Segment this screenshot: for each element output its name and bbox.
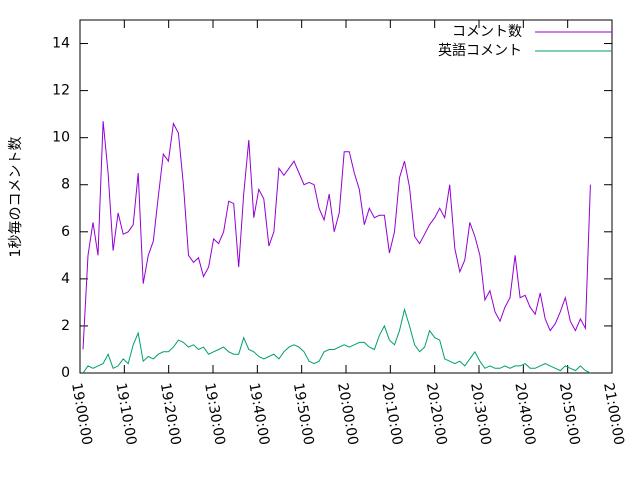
x-tick-label: 19:00:00: [68, 382, 95, 447]
y-tick-label: 14: [52, 36, 70, 52]
y-tick-label: 8: [61, 177, 70, 193]
x-tick-label: 20:10:00: [378, 382, 405, 447]
x-tick-label: 20:20:00: [423, 382, 450, 447]
series-line: [82, 121, 591, 350]
x-tick-label: 19:40:00: [245, 382, 272, 447]
x-tick-label: 21:00:00: [600, 382, 627, 447]
series-line: [82, 307, 591, 374]
x-tick-label: 20:30:00: [467, 382, 494, 447]
y-tick-label: 12: [52, 83, 70, 99]
y-tick-label: 0: [61, 365, 70, 381]
x-tick-label: 20:50:00: [556, 382, 583, 447]
y-tick-label: 4: [61, 271, 70, 287]
legend-label: コメント数: [452, 24, 522, 40]
plot-border: [79, 19, 613, 374]
x-tick-label: 19:20:00: [157, 382, 184, 447]
y-tick-label: 6: [61, 224, 70, 240]
x-tick-label: 20:40:00: [511, 382, 538, 447]
x-tick-label: 19:50:00: [290, 382, 317, 447]
y-axis-label: 1秒毎のコメント数: [8, 137, 24, 258]
legend-label: 英語コメント: [438, 42, 522, 59]
y-tick-label: 10: [52, 130, 70, 146]
y-tick-label: 2: [61, 318, 70, 334]
x-tick-label: 19:30:00: [201, 382, 228, 447]
x-tick-label: 20:00:00: [334, 382, 361, 447]
x-tick-label: 19:10:00: [112, 382, 139, 447]
